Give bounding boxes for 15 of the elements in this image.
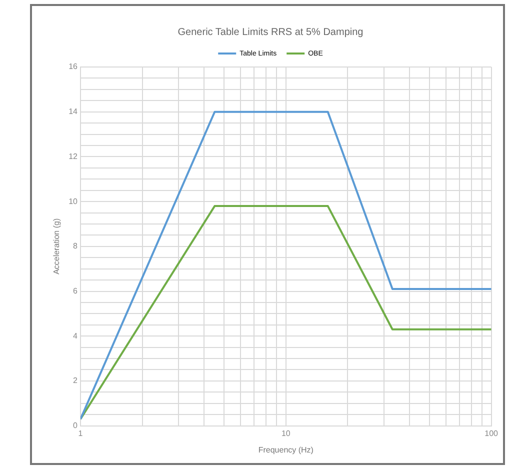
x-tick-label: 100 — [484, 428, 499, 438]
y-tick-label: 10 — [68, 196, 78, 206]
y-tick-label: 16 — [68, 62, 78, 72]
y-tick-label: 2 — [73, 376, 78, 386]
y-tick-label: 14 — [68, 107, 78, 116]
y-tick-label: 12 — [68, 152, 78, 161]
y-tick-label: 6 — [73, 286, 78, 296]
y-axis-title: Acceleration (g) — [52, 218, 62, 274]
x-tick-label: 10 — [281, 428, 291, 438]
y-tick-label: 0 — [73, 421, 78, 430]
x-axis-title: Frequency (Hz) — [258, 445, 314, 454]
x-tick-label: 1 — [78, 428, 84, 438]
y-tick-label: 4 — [73, 331, 78, 340]
chart-title: Generic Table Limits RRS at 5% Damping — [178, 26, 364, 38]
y-tick-label: 8 — [73, 242, 78, 251]
